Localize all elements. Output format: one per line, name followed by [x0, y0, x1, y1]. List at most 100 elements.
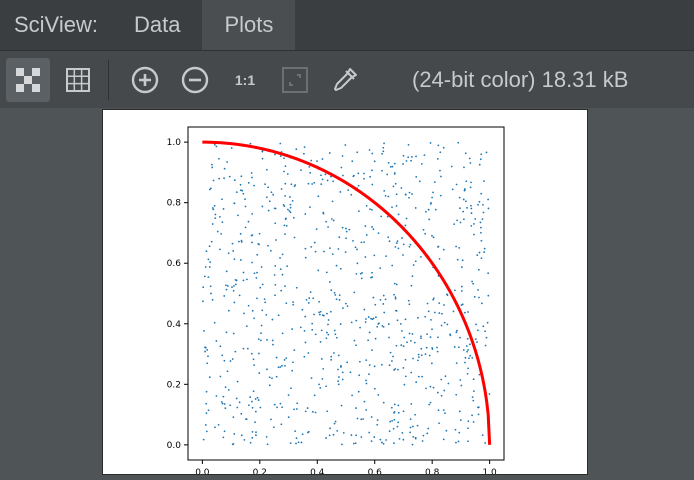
tab-data[interactable]: Data [133, 12, 181, 37]
scatter-point [381, 169, 383, 172]
scatter-point [397, 247, 400, 250]
scatter-point [459, 419, 462, 422]
scatter-points [202, 141, 491, 446]
scatter-point [377, 323, 380, 325]
scatter-point [446, 323, 449, 326]
scatter-point [479, 158, 482, 161]
scatter-point [423, 154, 426, 157]
zoom-in-button[interactable] [123, 58, 167, 102]
scatter-point [250, 172, 253, 174]
scatter-point [480, 153, 483, 156]
fit-button[interactable] [273, 58, 317, 102]
scatter-point [230, 147, 233, 149]
checker-background-button[interactable] [6, 57, 50, 102]
scatter-point [428, 403, 431, 406]
scatter-point [292, 216, 295, 219]
scatter-point [208, 376, 211, 379]
grid-icon [66, 67, 90, 92]
scatter-point [270, 191, 273, 194]
scatter-point [393, 411, 395, 414]
scatter-point [388, 364, 391, 367]
scatter-point [377, 232, 380, 235]
scatter-point [338, 236, 341, 239]
scatter-point [455, 441, 457, 444]
scatter-point [277, 314, 280, 317]
grid-button[interactable] [56, 58, 100, 102]
scatter-point [368, 364, 371, 366]
scatter-point [316, 160, 318, 162]
scatter-point [329, 427, 331, 430]
scatter-point [397, 368, 399, 371]
scatter-point [464, 361, 466, 364]
scatter-point [429, 401, 432, 404]
scatter-point [325, 337, 328, 340]
scatter-point [233, 284, 235, 287]
actual-size-button[interactable]: 1:1 [223, 58, 267, 102]
scatter-point [245, 325, 248, 328]
zoom-out-button[interactable] [173, 58, 217, 102]
scatter-point [389, 165, 392, 168]
scatter-point [283, 157, 285, 160]
scatter-point [218, 216, 221, 218]
scatter-point [455, 331, 458, 334]
scatter-point [457, 440, 460, 443]
scatter-point [284, 285, 286, 288]
scatter-point [454, 428, 457, 431]
scatter-point [359, 272, 362, 275]
scatter-point [300, 169, 302, 172]
scatter-point [286, 265, 289, 267]
scatter-point [335, 336, 338, 339]
scatter-point [480, 231, 482, 234]
scatter-point [449, 334, 452, 337]
scatter-point [461, 259, 464, 262]
scatter-point [264, 301, 267, 304]
eyedropper-button[interactable] [323, 58, 367, 102]
scatter-point [251, 176, 253, 179]
scatter-point [466, 372, 469, 375]
scatter-point [303, 146, 306, 149]
scatter-point [208, 245, 211, 248]
scatter-point [454, 289, 456, 292]
scatter-point [247, 220, 250, 223]
scatter-point [307, 302, 310, 304]
scatter-point [326, 410, 329, 413]
scatter-point [353, 339, 356, 342]
scatter-point [488, 393, 491, 395]
scatter-point [457, 141, 460, 144]
scatter-point [388, 336, 390, 339]
scatter-point [300, 441, 303, 444]
scatter-point [442, 248, 445, 251]
scatter-point [243, 312, 245, 315]
scatter-point [376, 419, 379, 421]
tab-plots[interactable]: Plots [202, 0, 296, 50]
scatter-point [214, 143, 216, 146]
scatter-point [371, 271, 373, 274]
scatter-point [313, 181, 316, 184]
scatter-point [409, 418, 412, 420]
scatter-point [235, 191, 238, 194]
scatter-point [388, 240, 391, 243]
scatter-point [212, 208, 215, 211]
scatter-point [370, 317, 372, 320]
scatter-point [357, 184, 360, 187]
scatter-point [394, 297, 397, 300]
scatter-point [286, 173, 289, 175]
scatter-point [351, 394, 353, 397]
scatter-point [365, 382, 368, 385]
scatter-point [414, 207, 417, 209]
scatter-point [272, 193, 275, 196]
scatter-point [383, 189, 386, 192]
scatter-point [304, 410, 307, 413]
scatter-point [332, 180, 335, 183]
scatter-point [318, 383, 320, 386]
scatter-point [459, 221, 462, 224]
scatter-point [328, 434, 331, 437]
scatter-point [273, 274, 276, 276]
x-axis-ticks: 0.0 0.2 0.4 0.6 0.8 1.0 [195, 460, 497, 478]
scatter-point [397, 404, 400, 407]
scatter-point [345, 230, 348, 233]
scatter-point [302, 152, 305, 155]
scatter-point [470, 207, 473, 210]
scatter-point [306, 431, 309, 434]
scatter-point [210, 292, 212, 295]
